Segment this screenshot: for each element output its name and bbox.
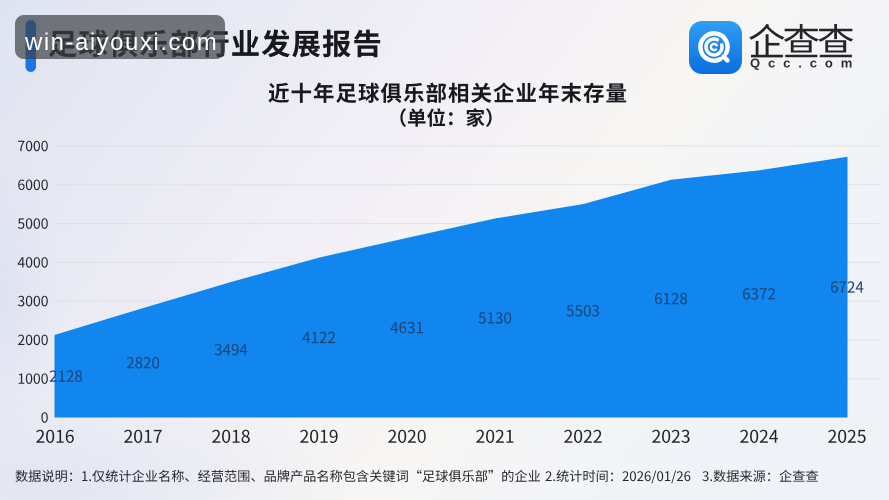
svg-text:win-aiyouxi.com: win-aiyouxi.com xyxy=(24,29,218,56)
svg-text:Qcc.com: Qcc.com xyxy=(750,56,860,71)
